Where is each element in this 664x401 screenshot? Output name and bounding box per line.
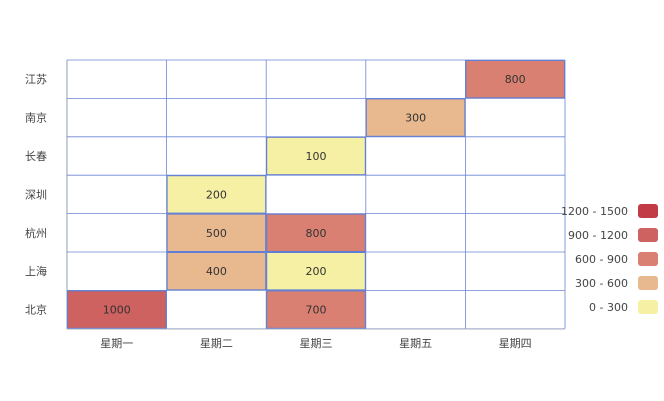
- y-tick-label: 江苏: [25, 73, 47, 86]
- legend-item[interactable]: 600 - 900: [575, 252, 658, 266]
- x-tick-label: 星期二: [200, 337, 233, 350]
- heatmap-cell[interactable]: [266, 252, 366, 291]
- x-tick-label: 星期五: [399, 337, 432, 350]
- legend-label: 600 - 900: [575, 253, 628, 266]
- visual-map-legend[interactable]: 1200 - 1500 900 - 1200 600 - 900 300 - 600 0…: [561, 204, 658, 314]
- heatmap-cell[interactable]: [67, 290, 167, 329]
- legend-swatch[interactable]: [638, 300, 658, 314]
- legend-label: 1200 - 1500: [561, 205, 628, 218]
- heatmap-cell[interactable]: [266, 213, 366, 253]
- legend-label: 300 - 600: [575, 277, 628, 290]
- cell-value-label: 100: [306, 150, 327, 163]
- legend-swatch[interactable]: [638, 228, 658, 242]
- legend-swatch[interactable]: [638, 276, 658, 290]
- y-tick-label: 上海: [25, 264, 47, 278]
- x-tick-label: 星期一: [100, 337, 133, 350]
- cell-value-label: 1000: [103, 304, 131, 317]
- cell-value-label: 400: [206, 265, 227, 278]
- cell-value-label: 700: [306, 304, 327, 317]
- legend-swatch[interactable]: [638, 252, 658, 266]
- x-tick-label: 星期三: [300, 337, 333, 350]
- cell-value-label: 200: [206, 188, 227, 201]
- legend-item[interactable]: 1200 - 1500: [561, 204, 658, 218]
- legend-label: 0 - 300: [589, 301, 628, 314]
- y-tick-label: 深圳: [25, 188, 47, 201]
- y-tick-label: 南京: [25, 111, 47, 125]
- cell-value-label: 200: [306, 265, 327, 278]
- y-axis-labels: 北京 上海 杭州 深圳 长春 南京 江苏: [25, 73, 47, 316]
- legend-label: 900 - 1200: [568, 229, 628, 242]
- legend-item[interactable]: 0 - 300: [589, 300, 658, 314]
- heatmap-cell[interactable]: [166, 252, 267, 291]
- cell-value-label: 300: [405, 112, 426, 125]
- legend-swatch[interactable]: [638, 204, 658, 218]
- x-tick-label: 星期四: [499, 337, 532, 350]
- y-tick-label: 杭州: [25, 226, 47, 240]
- cells-layer: 1000 700 400 200 500 800 200 100 300 800: [67, 60, 565, 329]
- y-tick-label: 北京: [25, 303, 47, 317]
- heatmap-cell[interactable]: [365, 98, 466, 137]
- x-axis-labels: 星期一 星期二 星期三 星期五 星期四: [100, 337, 531, 350]
- heatmap-cell[interactable]: [166, 213, 267, 253]
- cell-value-label: 800: [306, 227, 327, 240]
- heatmap-cell[interactable]: [266, 136, 366, 176]
- legend-item[interactable]: 900 - 1200: [568, 228, 658, 242]
- cell-value-label: 500: [206, 227, 227, 240]
- heatmap-cell[interactable]: [166, 175, 267, 214]
- grid-layer: [66, 59, 566, 330]
- heatmap-cell[interactable]: [465, 60, 565, 99]
- heatmap-cell[interactable]: [266, 290, 366, 329]
- cell-value-label: 800: [505, 73, 526, 86]
- legend-item[interactable]: 300 - 600: [575, 276, 658, 290]
- y-tick-label: 长春: [25, 150, 47, 163]
